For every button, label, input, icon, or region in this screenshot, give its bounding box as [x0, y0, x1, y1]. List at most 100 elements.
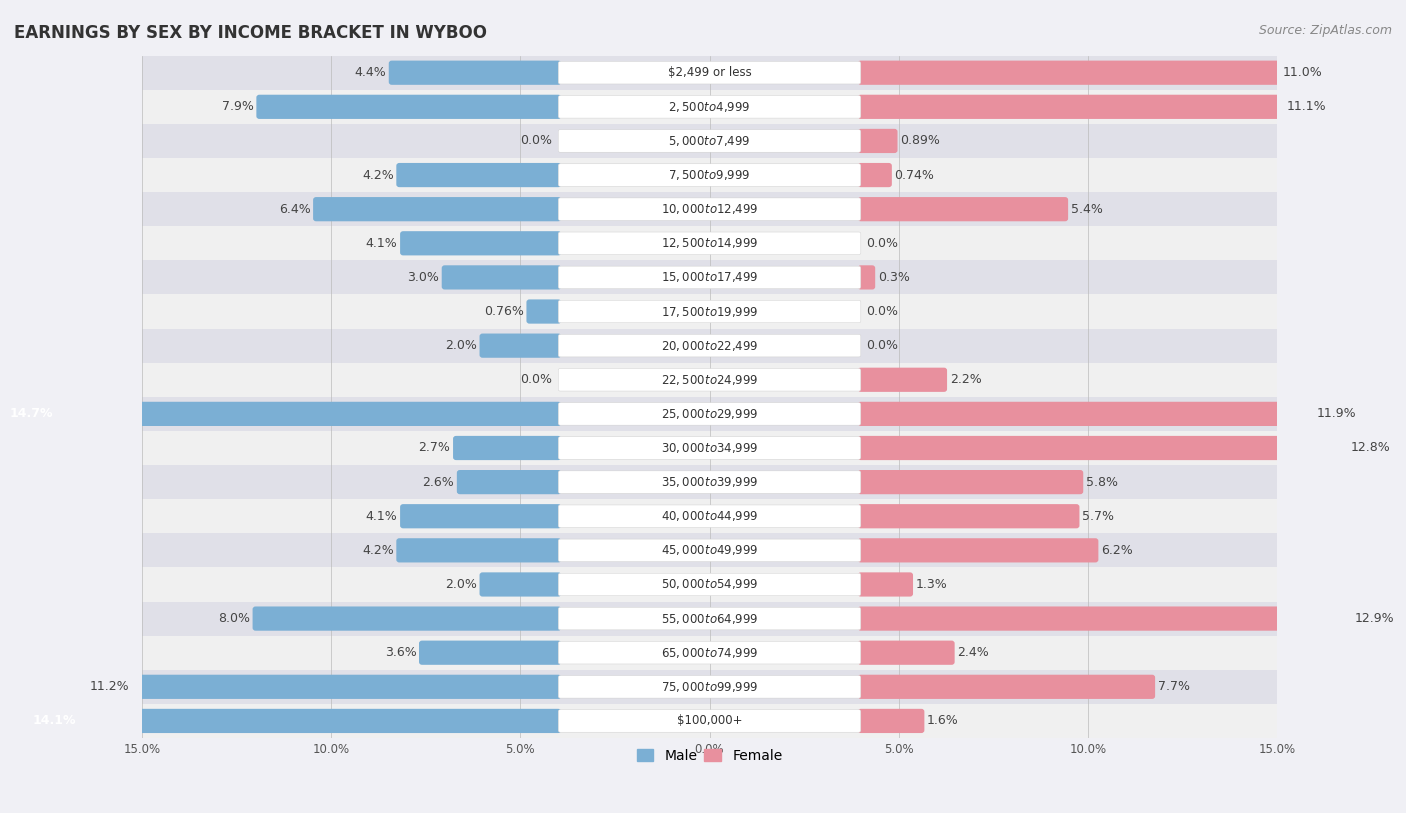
- Text: $45,000 to $49,999: $45,000 to $49,999: [661, 543, 758, 558]
- FancyBboxPatch shape: [858, 572, 912, 597]
- Bar: [530, 302, 558, 321]
- FancyBboxPatch shape: [858, 436, 1348, 460]
- Text: EARNINGS BY SEX BY INCOME BRACKET IN WYBOO: EARNINGS BY SEX BY INCOME BRACKET IN WYB…: [14, 24, 486, 42]
- FancyBboxPatch shape: [558, 266, 860, 289]
- Bar: [142, 602, 1277, 636]
- FancyBboxPatch shape: [441, 265, 561, 289]
- FancyBboxPatch shape: [526, 299, 561, 324]
- FancyBboxPatch shape: [314, 197, 561, 221]
- FancyBboxPatch shape: [401, 504, 561, 528]
- FancyBboxPatch shape: [558, 368, 860, 391]
- Text: 0.3%: 0.3%: [877, 271, 910, 284]
- FancyBboxPatch shape: [558, 539, 860, 562]
- FancyBboxPatch shape: [558, 232, 860, 254]
- Text: 11.2%: 11.2%: [89, 680, 129, 693]
- FancyBboxPatch shape: [457, 470, 561, 494]
- Bar: [142, 465, 1277, 499]
- Bar: [460, 472, 558, 492]
- Text: $10,000 to $12,499: $10,000 to $12,499: [661, 202, 758, 216]
- Text: 0.89%: 0.89%: [900, 134, 941, 147]
- Text: 2.0%: 2.0%: [446, 339, 477, 352]
- Bar: [456, 439, 558, 458]
- Text: 6.2%: 6.2%: [1101, 544, 1133, 557]
- FancyBboxPatch shape: [558, 437, 860, 459]
- Bar: [399, 166, 558, 185]
- Text: 0.0%: 0.0%: [866, 305, 898, 318]
- Bar: [142, 89, 1277, 124]
- FancyBboxPatch shape: [858, 470, 1083, 494]
- Text: 6.4%: 6.4%: [278, 202, 311, 215]
- FancyBboxPatch shape: [558, 607, 860, 630]
- Bar: [482, 575, 558, 593]
- FancyBboxPatch shape: [558, 198, 860, 220]
- Bar: [142, 328, 1277, 363]
- FancyBboxPatch shape: [558, 300, 860, 323]
- FancyBboxPatch shape: [132, 675, 561, 699]
- Bar: [142, 226, 1277, 260]
- Bar: [135, 677, 558, 696]
- Bar: [142, 363, 1277, 397]
- Text: 2.7%: 2.7%: [419, 441, 450, 454]
- Bar: [142, 704, 1277, 738]
- FancyBboxPatch shape: [558, 471, 860, 493]
- Bar: [399, 541, 558, 559]
- FancyBboxPatch shape: [558, 641, 860, 664]
- FancyBboxPatch shape: [256, 94, 561, 119]
- Bar: [404, 506, 558, 526]
- Text: 1.3%: 1.3%: [915, 578, 948, 591]
- FancyBboxPatch shape: [558, 130, 860, 152]
- Text: 0.0%: 0.0%: [866, 339, 898, 352]
- Text: 4.1%: 4.1%: [366, 237, 398, 250]
- Text: $65,000 to $74,999: $65,000 to $74,999: [661, 646, 758, 659]
- Text: 4.2%: 4.2%: [361, 544, 394, 557]
- Text: 11.1%: 11.1%: [1286, 100, 1326, 113]
- Bar: [316, 200, 558, 219]
- Text: $30,000 to $34,999: $30,000 to $34,999: [661, 441, 758, 455]
- FancyBboxPatch shape: [253, 606, 561, 631]
- FancyBboxPatch shape: [858, 709, 924, 733]
- FancyBboxPatch shape: [858, 94, 1284, 119]
- Text: 4.4%: 4.4%: [354, 66, 387, 79]
- FancyBboxPatch shape: [479, 333, 561, 358]
- Text: 14.7%: 14.7%: [10, 407, 53, 420]
- FancyBboxPatch shape: [558, 62, 860, 84]
- FancyBboxPatch shape: [396, 163, 561, 187]
- Text: 11.0%: 11.0%: [1282, 66, 1322, 79]
- Bar: [422, 643, 558, 662]
- Text: $5,000 to $7,499: $5,000 to $7,499: [668, 134, 751, 148]
- FancyBboxPatch shape: [453, 436, 561, 460]
- Bar: [142, 158, 1277, 192]
- FancyBboxPatch shape: [401, 231, 561, 255]
- Text: 4.2%: 4.2%: [361, 168, 394, 181]
- Text: Source: ZipAtlas.com: Source: ZipAtlas.com: [1258, 24, 1392, 37]
- FancyBboxPatch shape: [558, 676, 860, 698]
- Bar: [142, 260, 1277, 294]
- FancyBboxPatch shape: [558, 163, 860, 186]
- Text: $17,500 to $19,999: $17,500 to $19,999: [661, 305, 758, 319]
- Bar: [3, 405, 558, 424]
- FancyBboxPatch shape: [0, 402, 561, 426]
- Bar: [256, 609, 558, 628]
- Bar: [142, 431, 1277, 465]
- Text: 3.6%: 3.6%: [385, 646, 416, 659]
- Bar: [142, 533, 1277, 567]
- Text: $75,000 to $99,999: $75,000 to $99,999: [661, 680, 758, 693]
- Bar: [404, 234, 558, 253]
- FancyBboxPatch shape: [858, 163, 891, 187]
- FancyBboxPatch shape: [419, 641, 561, 665]
- Text: $50,000 to $54,999: $50,000 to $54,999: [661, 577, 758, 592]
- Text: 7.9%: 7.9%: [222, 100, 253, 113]
- Text: $25,000 to $29,999: $25,000 to $29,999: [661, 406, 758, 421]
- Text: 0.74%: 0.74%: [894, 168, 935, 181]
- Text: 2.0%: 2.0%: [446, 578, 477, 591]
- Bar: [259, 98, 558, 116]
- Text: 7.7%: 7.7%: [1157, 680, 1189, 693]
- Text: 0.0%: 0.0%: [866, 237, 898, 250]
- Text: $35,000 to $39,999: $35,000 to $39,999: [661, 475, 758, 489]
- Bar: [444, 268, 558, 287]
- FancyBboxPatch shape: [479, 572, 561, 597]
- Legend: Male, Female: Male, Female: [631, 743, 787, 768]
- Bar: [25, 711, 558, 730]
- FancyBboxPatch shape: [858, 367, 948, 392]
- FancyBboxPatch shape: [558, 96, 860, 118]
